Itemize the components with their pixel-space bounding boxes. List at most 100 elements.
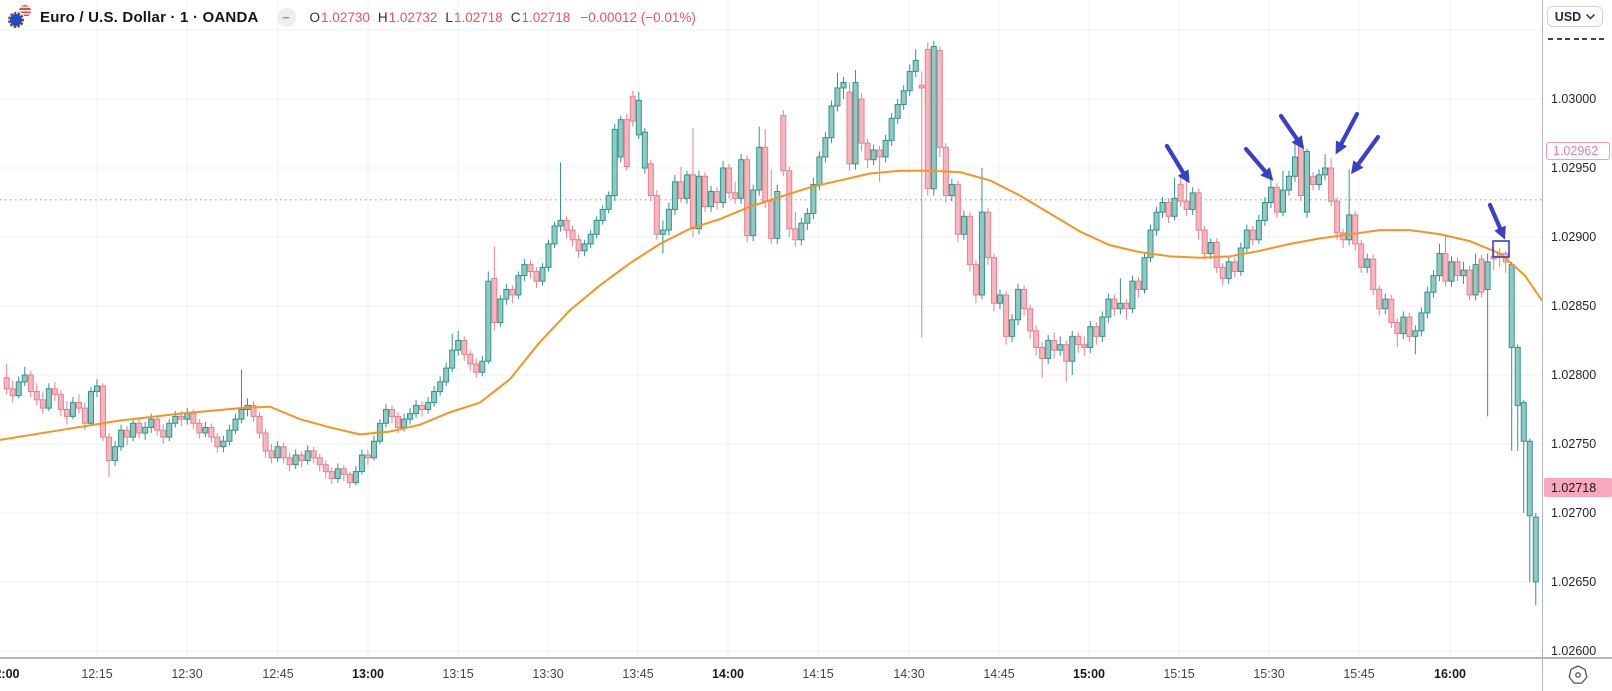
candle-body	[774, 190, 781, 239]
candle-body	[178, 415, 185, 420]
candle-body	[876, 149, 883, 158]
time-axis[interactable]: 2:00 12:15 12:30 12:45 13:00 13:15 13:30 13:45 1…	[0, 657, 1612, 691]
gear-icon[interactable]	[1568, 665, 1588, 685]
candle-body	[1165, 202, 1172, 217]
candle-body	[238, 409, 245, 420]
currency-label: USD	[1554, 9, 1582, 24]
candle-body	[280, 446, 287, 459]
collapse-button[interactable]: −	[276, 7, 296, 27]
candle-body	[677, 181, 684, 199]
candle-body	[1376, 288, 1383, 310]
candle-body	[467, 353, 474, 365]
last-price-label: 1.02718	[1544, 478, 1612, 498]
currency-dropdown[interactable]: USD	[1547, 6, 1603, 27]
candle-body	[1532, 516, 1539, 583]
candle-body	[136, 422, 143, 434]
candle-body	[3, 377, 10, 390]
candle-body	[461, 340, 468, 355]
candle-body	[322, 464, 329, 473]
candle-body	[395, 415, 401, 428]
price-tick-label: 1.02850	[1551, 298, 1597, 313]
candle-body	[184, 413, 191, 420]
symbol-header: Euro / U.S. Dollar · 1 · OANDA − O1.0273…	[8, 5, 696, 29]
candle-body	[587, 233, 594, 245]
candle-body	[1310, 175, 1317, 186]
price-change: −0.00012 (−0.01%)	[580, 9, 696, 25]
trend-arrow[interactable]	[1335, 111, 1360, 155]
candle-body	[419, 404, 426, 410]
candle-body	[1171, 197, 1178, 217]
candle-body	[509, 288, 516, 296]
candle-body	[250, 404, 257, 417]
candle-body	[689, 174, 696, 230]
candle-body	[346, 473, 353, 484]
chevron-down-icon	[1586, 13, 1596, 20]
price-tick-label: 1.02700	[1551, 505, 1597, 520]
candle-body	[888, 117, 895, 141]
price-tick-label: 1.02600	[1551, 643, 1597, 658]
trend-arrow[interactable]	[1164, 143, 1190, 184]
candle-body	[575, 239, 582, 252]
candle-body	[87, 391, 94, 424]
time-tick-label: 13:15	[442, 667, 474, 681]
price-axis[interactable]: USD 1.02962 1.02718 1.03000 1.02950 1.0290…	[1542, 0, 1612, 658]
candle-body	[1454, 261, 1461, 277]
candle-body	[1388, 298, 1395, 324]
candle-body	[870, 149, 877, 161]
candle-body	[1081, 344, 1088, 348]
candle-body	[792, 228, 799, 241]
trend-arrow[interactable]	[1243, 146, 1274, 181]
candle-body	[27, 374, 34, 393]
candle-body	[1316, 174, 1323, 186]
candle-body	[232, 418, 239, 431]
candle-body	[1135, 280, 1142, 290]
candle-body	[1039, 346, 1046, 359]
candle-body	[455, 340, 462, 351]
time-tick-label: 15:15	[1163, 667, 1195, 681]
candle-body	[1478, 258, 1485, 293]
moving-average-line[interactable]	[0, 169, 1542, 441]
candle-body	[292, 454, 299, 466]
candle-body	[1159, 202, 1166, 213]
candle-body	[226, 429, 233, 442]
trend-arrow[interactable]	[1278, 113, 1304, 150]
candle-body	[413, 404, 420, 415]
candle-body	[635, 99, 642, 136]
candle-body	[142, 426, 149, 434]
candle-body	[160, 429, 167, 438]
ohlc-pair: C1.02718	[510, 9, 571, 25]
candle-body	[9, 388, 16, 397]
candle-body	[750, 189, 757, 237]
candle-body	[497, 298, 504, 324]
candle-body	[798, 222, 805, 241]
candle-body	[1298, 145, 1304, 197]
candle-body	[551, 225, 558, 245]
chart-pane[interactable]: Euro / U.S. Dollar · 1 · OANDA − O1.0273…	[0, 0, 1542, 657]
drawn-rectangle[interactable]	[1492, 240, 1510, 258]
candle-body	[1189, 192, 1196, 210]
trend-arrow[interactable]	[1351, 134, 1381, 175]
candle-body	[858, 98, 865, 144]
candle-body	[220, 440, 227, 448]
candle-body	[1520, 402, 1527, 442]
candle-body	[1129, 280, 1136, 310]
candle-body	[1352, 214, 1359, 245]
candle-body	[599, 208, 606, 221]
candle-body	[1141, 257, 1148, 290]
candle-body	[1424, 291, 1431, 314]
candle-body	[202, 426, 209, 434]
trend-arrow[interactable]	[1487, 202, 1506, 240]
candle-body	[1087, 326, 1094, 348]
eu-flag-icon	[8, 12, 24, 28]
candle-body	[382, 409, 389, 424]
candle-body	[1099, 316, 1106, 337]
candlestick-chart[interactable]	[0, 0, 1542, 657]
candle-body	[1382, 298, 1389, 310]
candle-body	[1400, 316, 1407, 335]
candle-body	[407, 413, 414, 420]
candle-body	[1009, 319, 1016, 337]
alert-price-label[interactable]: 1.02962	[1546, 141, 1610, 160]
axis-settings-corner[interactable]	[1542, 659, 1612, 691]
symbol-title[interactable]: Euro / U.S. Dollar · 1 · OANDA	[40, 8, 259, 26]
candle-body	[274, 446, 281, 459]
